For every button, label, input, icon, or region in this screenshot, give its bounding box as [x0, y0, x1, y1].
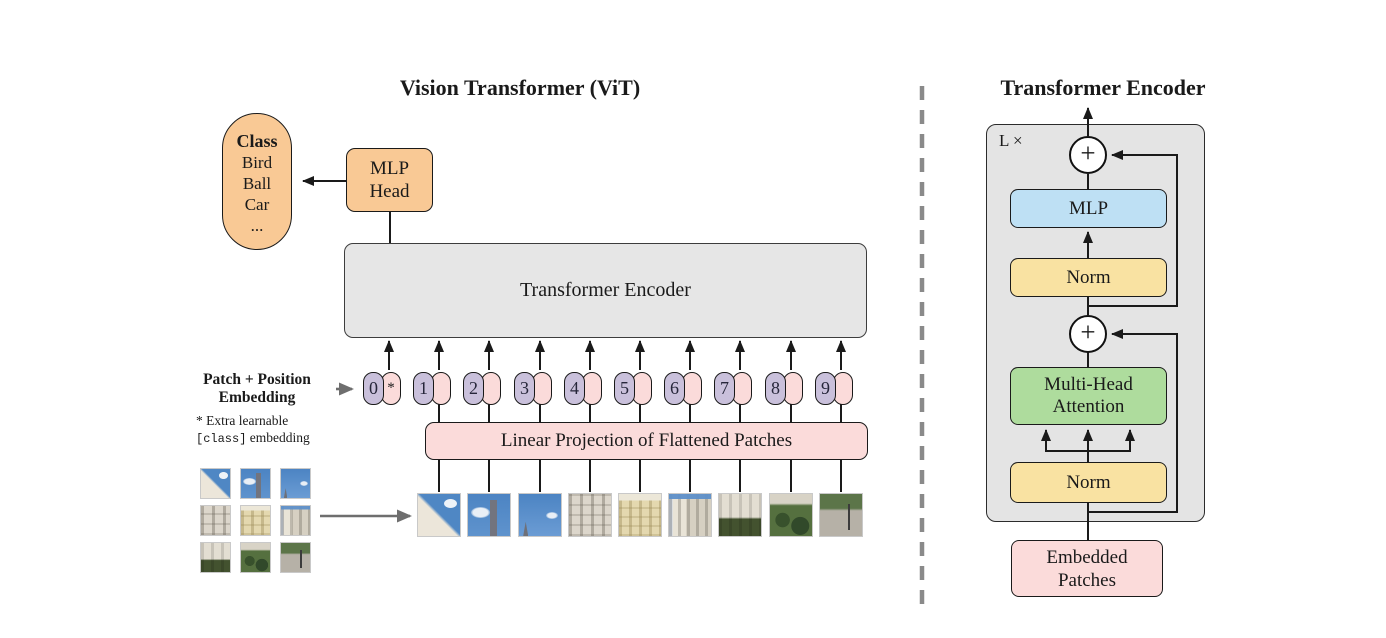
class-item: Ball — [242, 173, 272, 193]
image-patch-facade — [200, 505, 231, 536]
patch-position-embedding-label: Patch + Position Embedding — [203, 371, 311, 406]
position-token-5: 5 — [614, 372, 635, 405]
image-patch-facade-yellow — [240, 505, 271, 536]
class-token-code: [class] — [196, 432, 247, 446]
position-token-2: 2 — [463, 372, 484, 405]
image-patch-path — [819, 493, 863, 537]
image-patch-building-sky — [417, 493, 461, 537]
image-patch-path — [280, 542, 311, 573]
class-item: Bird — [241, 152, 273, 172]
transformer-encoder-box: Transformer Encoder — [344, 243, 867, 338]
class-items: Bird Ball Car... — [242, 152, 272, 236]
footnote-line1: * Extra learnable — [196, 413, 289, 428]
patch-embedding-pill — [532, 372, 552, 405]
gray-arrows — [320, 382, 412, 523]
image-patch-building-green — [718, 493, 762, 537]
layers-loop-label: L × — [999, 131, 1023, 150]
embedded-patches-block: Embedded Patches — [1011, 540, 1163, 597]
position-token-1: 1 — [413, 372, 434, 405]
residual-add-top: + — [1069, 136, 1107, 174]
patch-embedding-pill — [833, 372, 853, 405]
image-patch-building-green — [200, 542, 231, 573]
class-header: Class — [236, 130, 278, 151]
image-patch-tower-sky — [467, 493, 511, 537]
image-patch-bushes — [240, 542, 271, 573]
residual-add-bottom: + — [1069, 315, 1107, 353]
image-patch-building-sky — [200, 468, 231, 499]
image-patch-bushes — [769, 493, 813, 537]
patch-embedding-pill — [632, 372, 652, 405]
patch-embedding-pill — [682, 372, 702, 405]
patch-embedding-pill — [431, 372, 451, 405]
image-patch-facade-yellow — [618, 493, 662, 537]
class-item: Car — [244, 194, 270, 214]
image-patch-tower-sky — [240, 468, 271, 499]
class-token-footnote: * Extra learnable [class] embedding — [196, 412, 356, 448]
footnote-line2: [class] embedding — [196, 429, 356, 448]
left-connectors — [302, 176, 846, 492]
mlp-residual-skip — [1088, 150, 1178, 307]
image-patch-tower-facade — [668, 493, 712, 537]
mlp-block: MLP — [1010, 189, 1167, 228]
norm-block-bottom: Norm — [1010, 462, 1167, 503]
image-patch-tower-facade — [280, 505, 311, 536]
patch-embedding-pill — [783, 372, 803, 405]
class-item: ... — [250, 215, 264, 235]
class-token-pill: * — [381, 372, 401, 405]
position-token-0: 0 — [363, 372, 384, 405]
image-patch-sky — [518, 493, 562, 537]
position-token-4: 4 — [564, 372, 585, 405]
attention-query-arrow — [1041, 429, 1088, 452]
class-output-pill: Class Bird Ball Car... — [222, 113, 292, 250]
mlp-head-box: MLP Head — [346, 148, 433, 212]
patch-embedding-pill — [582, 372, 602, 405]
position-token-6: 6 — [664, 372, 685, 405]
vit-title: Vision Transformer (ViT) — [399, 75, 641, 100]
footnote-rest: embedding — [246, 430, 310, 445]
norm-block-top: Norm — [1010, 258, 1167, 297]
position-token-9: 9 — [815, 372, 836, 405]
patch-embedding-pill — [732, 372, 752, 405]
linear-projection-box: Linear Projection of Flattened Patches — [425, 422, 868, 460]
multi-head-attention-block: Multi-Head Attention — [1010, 367, 1167, 425]
position-token-3: 3 — [514, 372, 535, 405]
patch-embedding-pill — [481, 372, 501, 405]
position-token-8: 8 — [765, 372, 786, 405]
position-token-7: 7 — [714, 372, 735, 405]
image-patch-facade — [568, 493, 612, 537]
attention-key-arrow — [1088, 429, 1135, 452]
attention-residual-skip — [1088, 329, 1178, 513]
right-connectors — [1041, 107, 1178, 540]
image-patch-sky — [280, 468, 311, 499]
encoder-detail-title: Transformer Encoder — [1000, 75, 1206, 100]
